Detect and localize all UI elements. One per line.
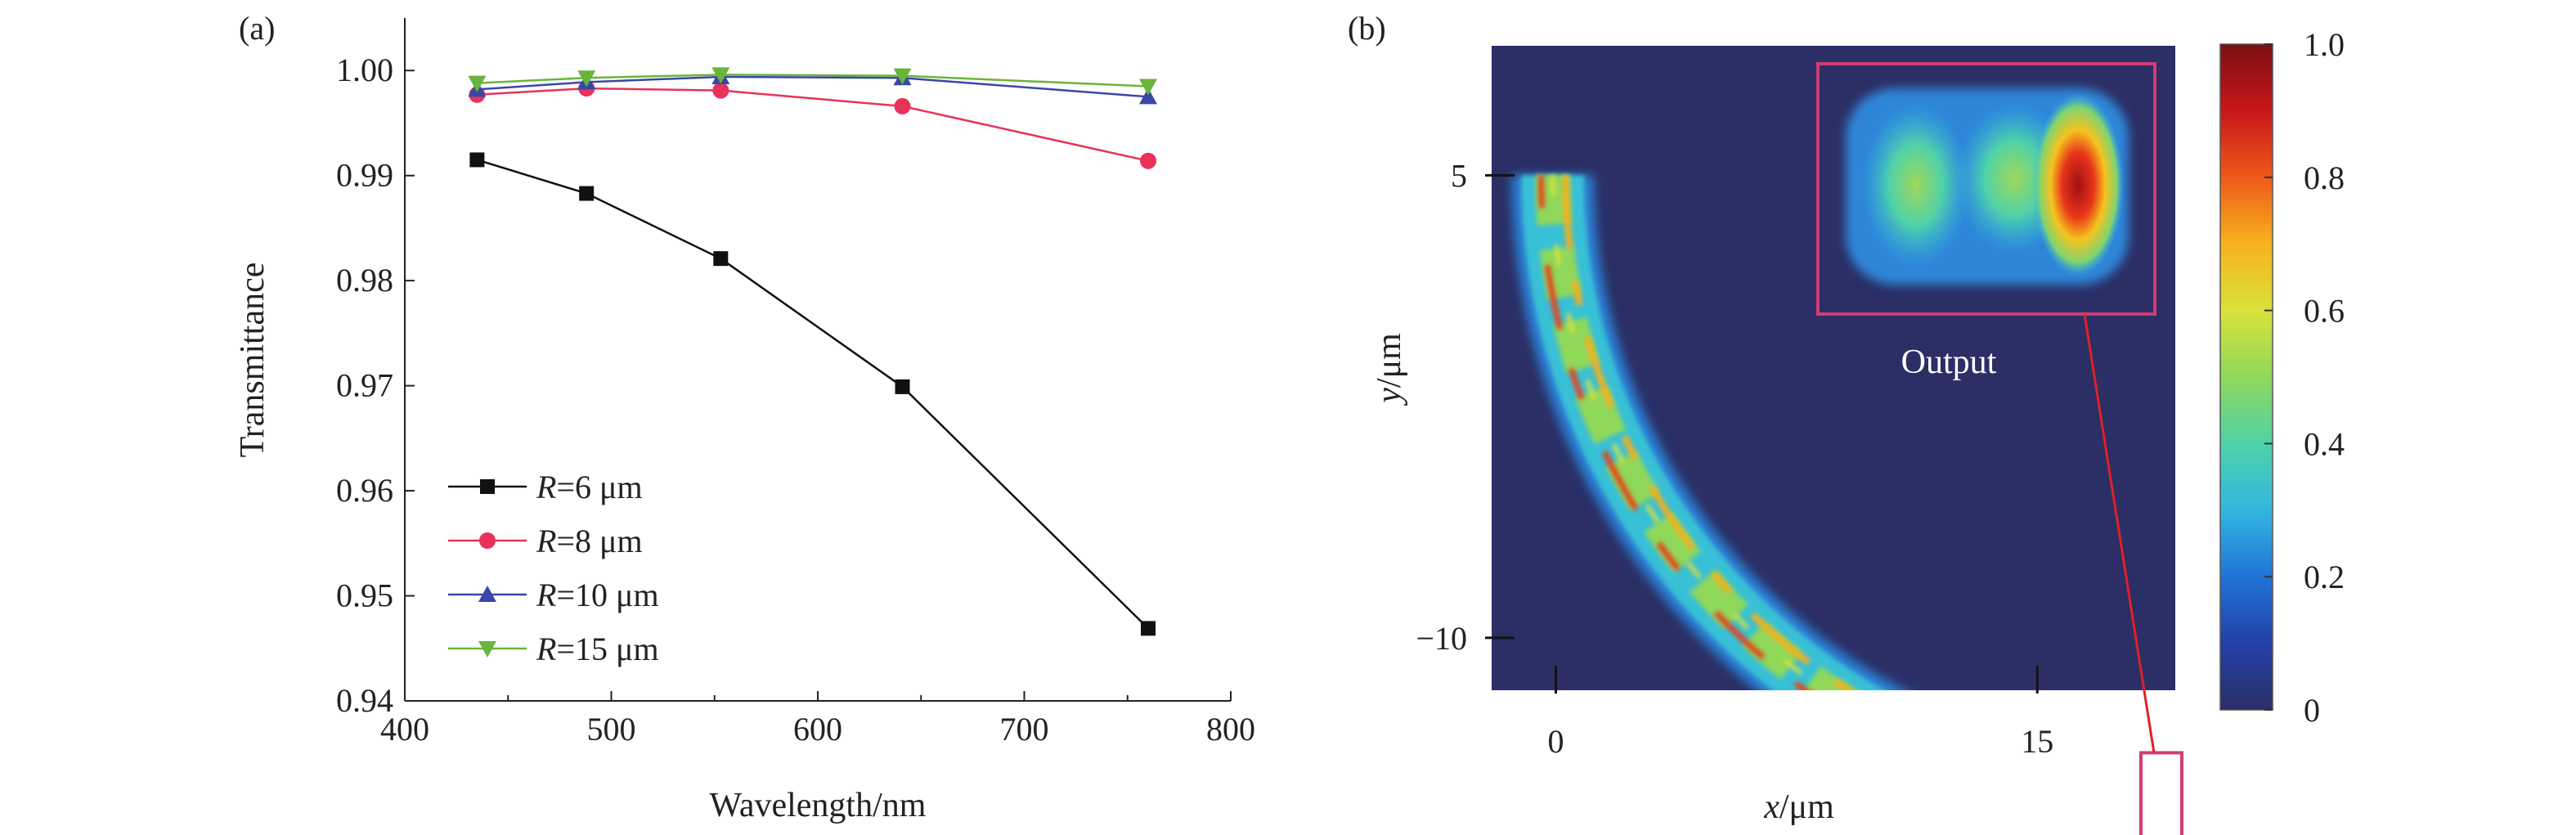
data-point (1139, 79, 1157, 96)
colorbar-tick-label: 0.4 (2304, 425, 2345, 462)
y-tick-label: 0.99 (336, 157, 393, 194)
y-tick-label: 0.95 (336, 577, 393, 614)
data-point (893, 68, 912, 85)
y-tick-label: 5 (1451, 157, 1467, 194)
data-point (713, 251, 729, 267)
y-tick-label: −10 (1416, 620, 1467, 657)
data-point (579, 186, 595, 201)
panel-b-label: (b) (1348, 10, 1386, 47)
field-hotline (1537, 175, 1811, 690)
x-tick-label: 600 (793, 711, 842, 747)
legend-label-var: R (536, 577, 556, 613)
x-tick-label: 500 (587, 711, 636, 747)
legend-label-value: =8 μm (556, 523, 642, 559)
data-point (577, 70, 596, 88)
series-line (477, 75, 1149, 98)
data-point (469, 152, 485, 168)
inset-hotspot (2032, 93, 2124, 276)
legend-label-value: =10 μm (556, 577, 658, 613)
data-point (1140, 152, 1156, 169)
colorbar-gradient (2219, 43, 2273, 711)
panel-a-x-axis-label: Wavelength/nm (710, 787, 927, 824)
panel-a-label: (a) (239, 10, 275, 47)
legend-item: R=6 μm (448, 469, 643, 505)
colorbar-tick-label: 0.2 (2304, 559, 2345, 595)
output-region-box (2139, 751, 2183, 835)
output-mode-inset: Output (1816, 62, 2183, 835)
inset-connector (2083, 313, 2156, 753)
series-line (477, 87, 1149, 162)
panel-b-field-map: (b) Output 0 155−10 x/μm y/μm 00.20.40.60… (1348, 10, 2345, 835)
legend-label: R=8 μm (536, 523, 643, 559)
legend-label-value: =15 μm (556, 631, 658, 667)
colorbar-tick-label: 0.8 (2304, 159, 2345, 196)
data-point (468, 75, 487, 92)
data-point (478, 586, 496, 602)
data-point (895, 379, 910, 394)
legend-label: R=15 μm (536, 631, 659, 667)
legend-item: R=15 μm (448, 631, 659, 667)
panel-b-x-axis-label: x/μm (1763, 788, 1834, 826)
x-tick-label: 800 (1206, 711, 1255, 747)
data-point (712, 82, 729, 99)
y-tick-label: 1.00 (336, 52, 393, 88)
series-4 (468, 67, 1157, 96)
x-tick-label: 700 (1000, 711, 1049, 747)
field-hotline (1551, 175, 1829, 690)
colorbar-tick-label: 0.6 (2304, 293, 2345, 330)
colorbar-tick-label: 1.0 (2304, 26, 2345, 63)
data-point (479, 532, 496, 549)
series-1 (469, 152, 1156, 636)
x-tick-label: 0 (1547, 723, 1564, 760)
data-point (1141, 621, 1156, 636)
legend-label-var: R (536, 469, 556, 505)
panel-a-line-chart: (a) 400 500 600 700 800 0.94 0.95 0.96 0.97 0.98 0… (234, 10, 1255, 824)
legend-label: R=10 μm (536, 577, 659, 613)
panel-b-y-axis-label: y/μm (1371, 333, 1408, 406)
legend-label-var: R (536, 523, 556, 559)
panel-a-y-axis-label: Transmittance (234, 263, 272, 458)
legend-label-value: =6 μm (556, 469, 642, 505)
x-tick-label: 15 (2021, 723, 2053, 760)
panel-a-ticks: 400 500 600 700 800 0.94 0.95 0.96 0.97 0.98 0.99 1… (336, 52, 1255, 747)
y-tick-label: 0.96 (336, 472, 393, 509)
series-2 (469, 80, 1156, 169)
panel-a-legend: R=6 μmR=8 μmR=10 μmR=15 μm (448, 469, 659, 667)
colorbar-tick-label: 0 (2304, 692, 2320, 729)
data-point (1139, 88, 1157, 105)
y-tick-label: 0.97 (336, 367, 393, 404)
panel-a-axes (404, 18, 1231, 702)
legend-item: R=8 μm (448, 523, 643, 559)
panel-a-series (468, 67, 1157, 636)
legend-item: R=10 μm (448, 577, 659, 613)
panel-b-ticks: 0 15 5 −10 (1416, 157, 2053, 760)
x-tick-label: 400 (380, 711, 429, 747)
data-point (894, 97, 911, 114)
data-point (478, 641, 496, 658)
waveguide-field (1511, 168, 1905, 690)
data-point (480, 479, 495, 494)
y-tick-label: 0.98 (336, 262, 393, 299)
y-tick-label: 0.94 (336, 682, 393, 719)
output-annotation: Output (1901, 343, 1997, 381)
inset-lobe (1862, 103, 1970, 267)
legend-label: R=6 μm (536, 469, 643, 505)
legend-label-var: R (536, 631, 556, 667)
data-point (711, 67, 730, 84)
colorbar: 0 0.2 0.4 0.6 0.8 1.0 (2219, 26, 2345, 729)
